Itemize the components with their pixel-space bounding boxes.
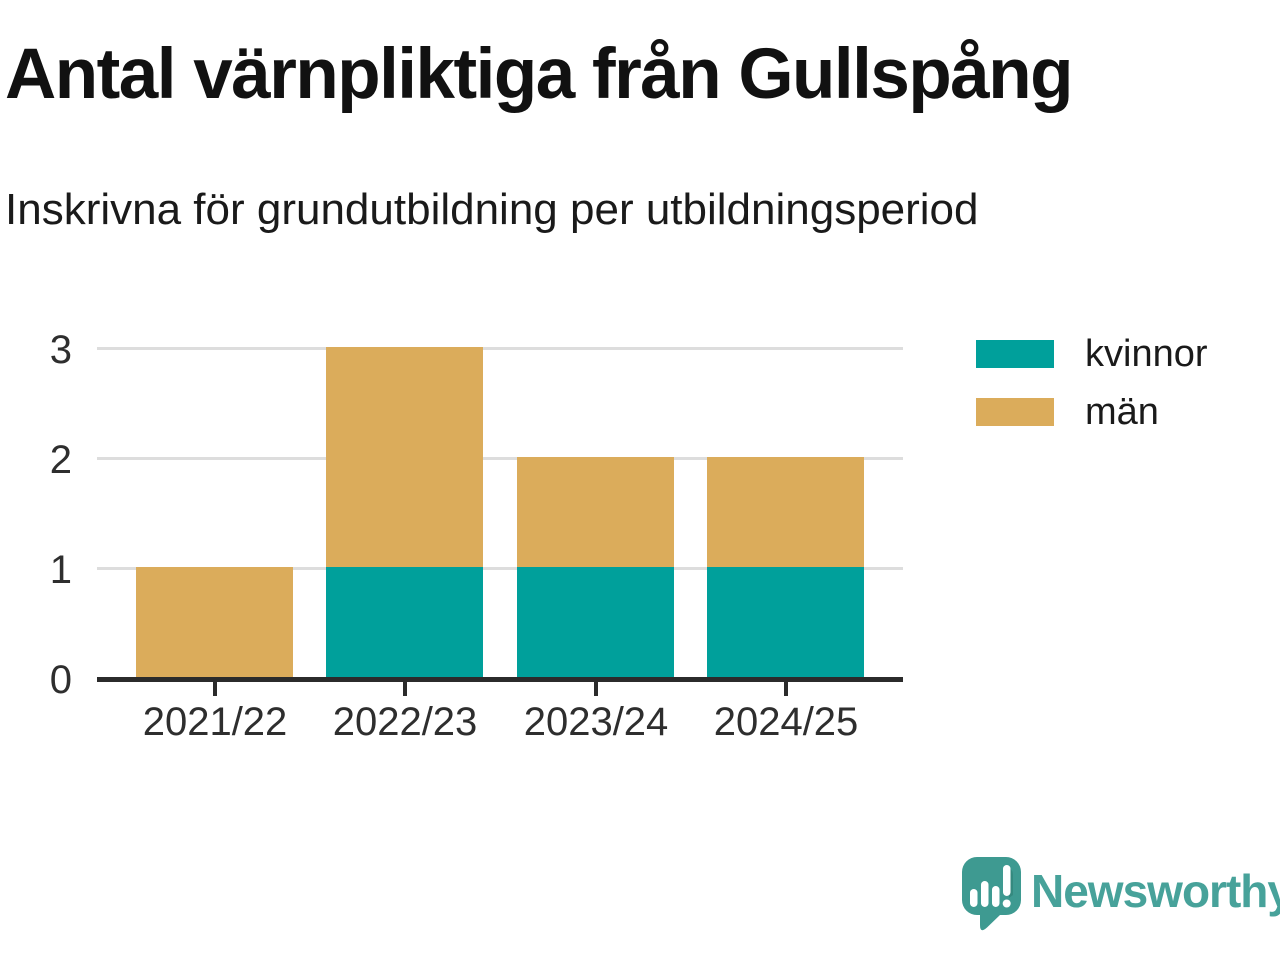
legend-item-man: män [976, 390, 1208, 433]
x-axis-label: 2024/25 [713, 700, 859, 744]
y-axis-label: 1 [49, 548, 72, 592]
x-axis-label: 2023/24 [523, 700, 669, 744]
legend-label: kvinnor [1085, 332, 1208, 375]
bar-segment-man-2024-25 [707, 457, 864, 567]
legend-swatch-man [976, 398, 1054, 426]
bar-segment-man-2023-24 [517, 457, 674, 567]
bar-segment-man-2022-23 [326, 347, 483, 567]
x-axis-line [97, 677, 903, 682]
gridline-y1 [97, 567, 903, 570]
x-axis-tick [594, 682, 598, 696]
legend-swatch-kvinnor [976, 340, 1054, 368]
bar-segment-kvinnor-2022-23 [326, 567, 483, 677]
x-axis-tick [403, 682, 407, 696]
gridline-y2 [97, 457, 903, 460]
chart-subtitle: Inskrivna för grundutbildning per utbild… [5, 185, 979, 234]
y-axis-label: 0 [49, 658, 72, 702]
legend-label: män [1085, 390, 1159, 433]
newsworthy-logo: Newsworthy [961, 856, 1280, 936]
legend-item-kvinnor: kvinnor [976, 332, 1208, 375]
brand-name: Newsworthy [1031, 865, 1280, 917]
x-axis-label: 2021/22 [142, 700, 288, 744]
legend: kvinnor män [976, 332, 1208, 451]
x-axis-label: 2022/23 [332, 700, 478, 744]
chart-title: Antal värnpliktiga från Gullspång [5, 35, 1073, 114]
gridline-y3 [97, 347, 903, 350]
x-axis-tick [213, 682, 217, 696]
bar-segment-kvinnor-2023-24 [517, 567, 674, 677]
newsworthy-speech-bubble-bar-chart-icon [962, 857, 1021, 931]
y-axis-label: 2 [49, 438, 72, 482]
x-axis-tick [784, 682, 788, 696]
y-axis-label: 3 [49, 328, 72, 372]
bar-segment-kvinnor-2024-25 [707, 567, 864, 677]
bar-segment-man-2021-22 [136, 567, 293, 677]
